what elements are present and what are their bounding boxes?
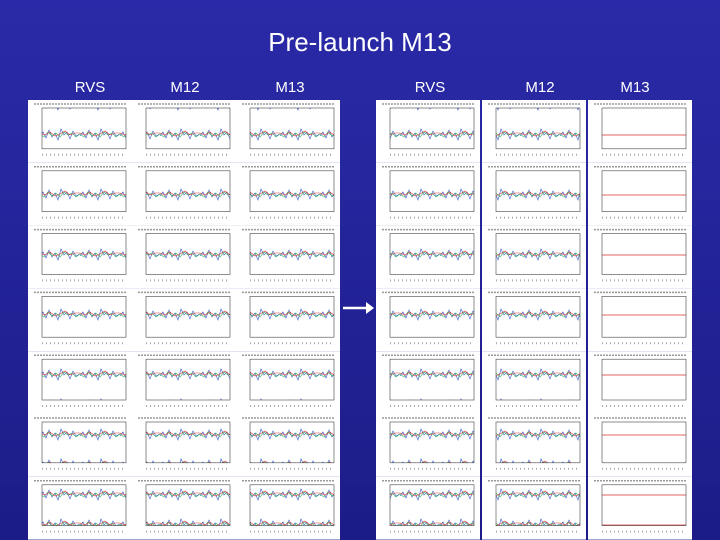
plot-area [145,484,231,526]
chart-panel [28,225,132,289]
plot-area [389,358,475,401]
slide-title: Pre-launch M13 [268,27,452,57]
chart-panel [376,476,480,540]
column-header: RVS [75,79,106,96]
chart-panels [28,100,692,540]
column-header: M13 [275,79,304,96]
chart-panel [28,414,132,477]
chart-panel [132,288,236,352]
plot-area [389,107,475,150]
chart-panel [132,351,236,414]
chart-panel [28,288,132,352]
plot-area [41,170,127,212]
plot-area [41,358,127,401]
chart-panel [132,225,236,289]
column-header: M12 [525,79,554,96]
chart-panel [588,225,692,289]
chart-panel [482,225,586,289]
chart-panel [236,162,340,226]
chart-panel [236,288,340,352]
chart-panel [236,225,340,289]
plot-area [601,107,687,150]
plot-area [495,484,581,526]
plot-area [601,170,687,212]
chart-panel [28,476,132,540]
chart-panel [132,100,236,163]
chart-panel [482,476,586,540]
plot-area [249,233,335,275]
plot-area [601,233,687,275]
chart-panel [482,100,586,163]
chart-panel [588,351,692,414]
column-header: M12 [170,79,199,96]
plot-area [249,421,335,464]
plot-area [145,233,231,275]
plot-area [601,421,687,464]
chart-panel [28,162,132,226]
plot-area [495,421,581,464]
plot-area [389,421,475,464]
chart-panel [588,288,692,352]
chart-panel [376,351,480,414]
plot-area [41,107,127,150]
chart-panel [236,476,340,540]
arrow [343,302,374,314]
plot-area [249,170,335,212]
column-header: RVS [415,79,446,96]
plot-area [145,170,231,212]
plot-area [249,484,335,526]
chart-panel [236,100,340,163]
chart-panel [28,100,132,163]
plot-area [389,296,475,338]
chart-panel [236,414,340,477]
plot-area [389,233,475,275]
column-headers: RVS M12 M13 RVS M12 M13 [75,79,650,96]
plot-area [145,358,231,401]
chart-panel [588,100,692,163]
chart-panel [132,414,236,477]
chart-panel [482,351,586,414]
chart-panel [28,351,132,414]
chart-panel [376,225,480,289]
plot-area [601,296,687,338]
plot-area [601,358,687,401]
plot-area [495,170,581,212]
plot-area [41,421,127,464]
plot-area [145,421,231,464]
plot-area [41,484,127,526]
plot-area [389,484,475,526]
chart-panel [376,288,480,352]
chart-panel [132,162,236,226]
plot-area [601,484,687,526]
plot-area [495,233,581,275]
plot-area [145,296,231,338]
chart-panel [482,414,586,477]
plot-area [249,107,335,150]
chart-panel [376,414,480,477]
chart-panel [236,351,340,414]
plot-area [249,358,335,401]
plot-area [41,233,127,275]
plot-area [145,107,231,150]
chart-panel [132,476,236,540]
chart-panel [482,162,586,226]
plot-area [495,296,581,338]
chart-panel [588,414,692,477]
chart-panel [376,100,480,163]
plot-area [249,296,335,338]
plot-area [495,358,581,401]
plot-area [389,170,475,212]
column-header: M13 [620,79,649,96]
plot-area [495,107,581,150]
chart-panel [482,288,586,352]
chart-panel [588,476,692,540]
plot-area [41,296,127,338]
chart-panel [376,162,480,226]
chart-panel [588,162,692,226]
